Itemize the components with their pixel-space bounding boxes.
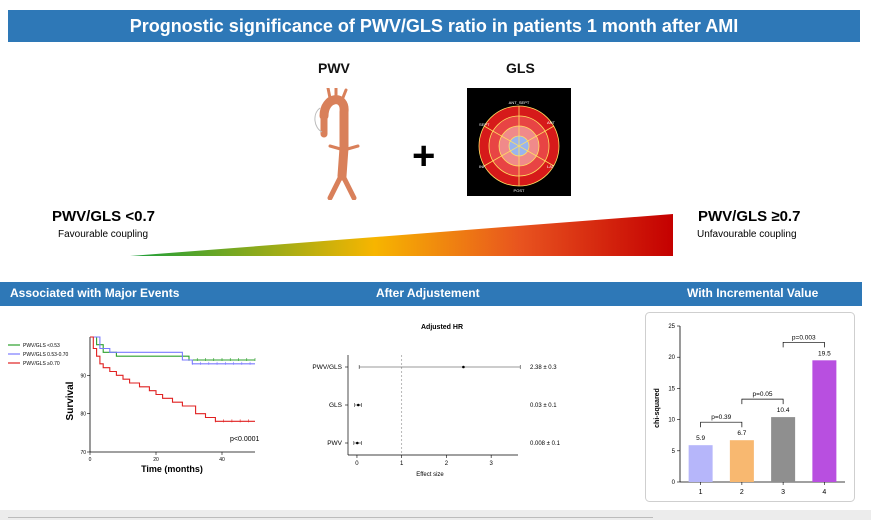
forest-row-value: 2.38 ± 0.3 [530, 365, 557, 371]
forest-row-label: GLS [329, 402, 343, 409]
bar-category-label: 1 [699, 489, 703, 496]
forest-x-tick-label: 1 [400, 461, 404, 467]
aorta-illustration [314, 88, 360, 200]
km-series-line [90, 336, 255, 361]
comparison-pvalue: p=0.05 [752, 391, 772, 398]
plus-sign: + [412, 134, 436, 178]
km-y-tick-label: 90 [80, 373, 86, 379]
gls-bullseye: ANT_SEPT ANT SEPT INF LAT POST [467, 88, 571, 196]
incremental-bar-chart: 0 5 10 15 20 25 5.9 1 6.7 2 10.4 3 19.5 4 p=0.39 p=0.05… [645, 312, 855, 502]
bar-2 [729, 440, 754, 482]
km-legend-label: PWV/GLS 0.53-0.70 [23, 352, 69, 358]
bullseye-label-right-bottom: LAT [547, 164, 555, 169]
forest-plot: Adjusted HR 0 1 2 3 PWV/GLS 2.38 ± 0.3 GLS 0.03… [312, 324, 561, 478]
scale-left-title: PWV/GLS <0.7 [52, 208, 155, 225]
comparison-pvalue: p=0.003 [792, 334, 816, 341]
bar-3 [771, 417, 796, 482]
km-y-tick-label: 80 [80, 412, 86, 418]
scale-left-subtitle: Favourable coupling [58, 229, 149, 240]
section-band: Associated with Major Events After Adjus… [0, 282, 862, 306]
bar-value-label: 5.9 [696, 435, 705, 442]
bullseye-label-left-bottom: INF [479, 164, 486, 169]
comparison-bracket [782, 341, 825, 348]
bullseye-label-bottom: POST [514, 188, 525, 193]
forest-row-value: 0.008 ± 0.1 [530, 441, 561, 447]
km-x-tick-label: 0 [89, 457, 92, 463]
km-chart: PWV/GLS <0.53 PWV/GLS 0.53-0.70 PWV/GLS ≥0… [8, 336, 259, 474]
forest-row-label: PWV/GLS [312, 364, 342, 371]
comparison-pvalue: p=0.39 [711, 414, 731, 421]
scale-right-subtitle: Unfavourable coupling [697, 229, 797, 240]
km-xlabel: Time (months) [141, 464, 203, 474]
bar-y-tick-label: 10 [668, 418, 675, 424]
footer-line [8, 517, 653, 518]
section-after-adjustment: After Adjustement [376, 286, 480, 300]
bar-1 [688, 445, 713, 482]
forest-row-label: PWV [327, 440, 342, 447]
km-legend-label: PWV/GLS <0.53 [23, 343, 60, 349]
km-x-tick-label: 40 [219, 457, 225, 463]
bar-category-label: 3 [781, 489, 785, 496]
page-title: Prognostic significance of PWV/GLS ratio… [129, 15, 739, 36]
km-y-tick-label: 70 [80, 450, 86, 456]
forest-xlabel: Effect size [416, 472, 444, 478]
bar-category-label: 2 [740, 489, 744, 496]
pwv-heading: PWV [318, 60, 350, 76]
footer-strip [0, 510, 871, 520]
section-incremental-value: With Incremental Value [687, 286, 819, 300]
bullseye-label-right-top: ANT [547, 120, 556, 125]
bar-y-tick-label: 15 [668, 386, 675, 392]
km-x-tick-label: 20 [153, 457, 159, 463]
forest-point [356, 403, 360, 407]
bar-y-tick-label: 25 [668, 324, 675, 330]
bullseye-label-top: ANT_SEPT [509, 100, 530, 105]
scale-right-title: PWV/GLS ≥0.7 [698, 208, 801, 225]
bar-y-tick-label: 0 [672, 480, 676, 486]
forest-title: Adjusted HR [421, 324, 463, 331]
bar-value-label: 6.7 [737, 430, 746, 437]
bullseye-label-left-top: SEPT [479, 122, 490, 127]
forest-point [462, 365, 465, 369]
km-ylabel: Survival [65, 381, 76, 420]
bar-y-tick-label: 5 [672, 449, 676, 455]
bar-value-label: 10.4 [777, 407, 790, 414]
bar-category-label: 4 [822, 489, 826, 496]
title-banner: Prognostic significance of PWV/GLS ratio… [8, 10, 860, 42]
km-legend-label: PWV/GLS ≥0.70 [23, 361, 60, 367]
coupling-gradient [130, 214, 673, 256]
forest-row-value: 0.03 ± 0.1 [530, 403, 557, 409]
km-pvalue: p<0.0001 [230, 436, 259, 443]
forest-x-tick-label: 2 [445, 461, 449, 467]
bar-4 [812, 360, 837, 482]
forest-x-tick-label: 0 [355, 461, 359, 467]
comparison-bracket [741, 398, 784, 405]
bar-ylabel: chi-squared [654, 388, 661, 428]
section-major-events: Associated with Major Events [10, 286, 180, 300]
gls-heading: GLS [506, 60, 535, 76]
km-series-line [90, 336, 255, 422]
comparison-bracket [700, 421, 743, 428]
forest-point [356, 441, 359, 445]
bar-y-tick-label: 20 [668, 355, 675, 361]
km-series-line [90, 336, 255, 365]
forest-x-tick-label: 3 [489, 461, 493, 467]
bar-value-label: 19.5 [818, 350, 831, 357]
